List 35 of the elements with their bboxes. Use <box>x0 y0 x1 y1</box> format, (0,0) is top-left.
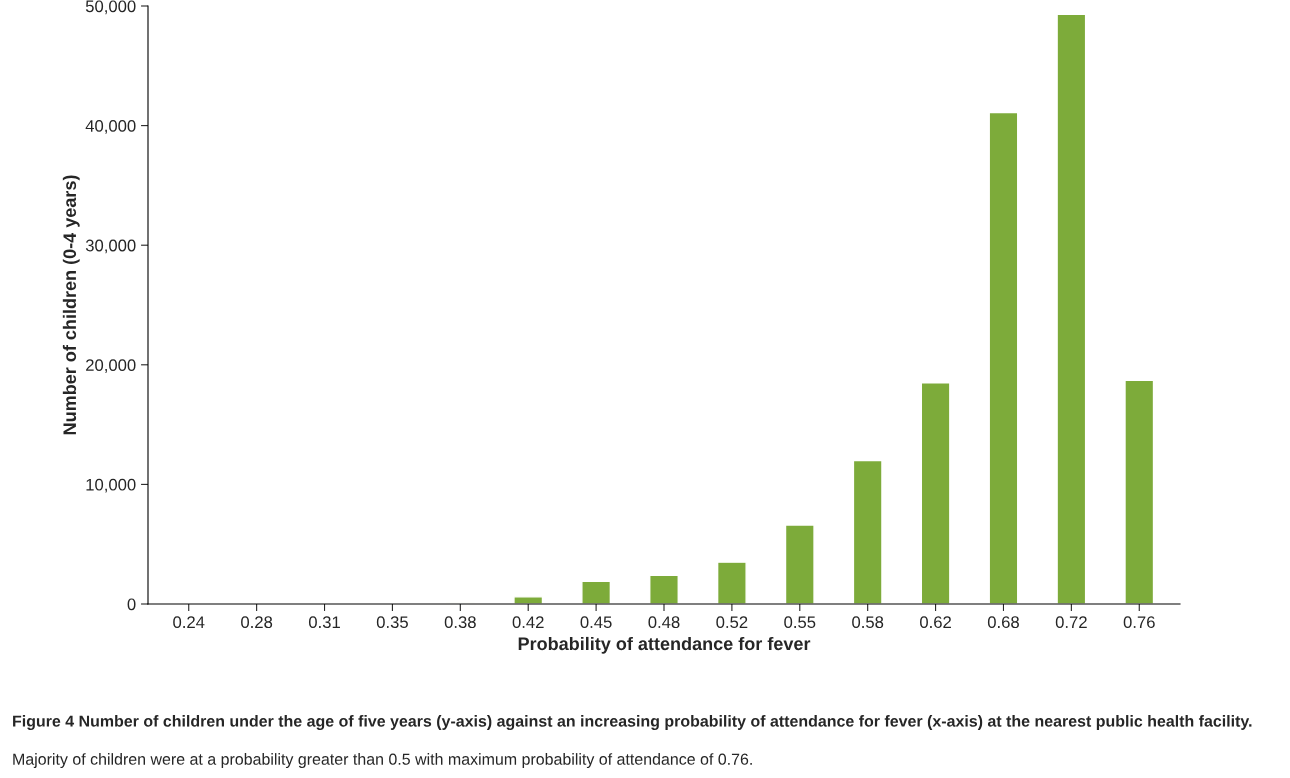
x-tick-label: 0.52 <box>716 616 748 629</box>
x-axis-title: Probability of attendance for fever <box>518 636 811 654</box>
bar <box>988 111 1019 604</box>
y-tick-label: 30,000 <box>85 239 136 254</box>
x-tick-label: 0.42 <box>512 616 544 629</box>
y-tick-label: 40,000 <box>85 120 136 134</box>
x-tick-label: 0.45 <box>580 616 612 629</box>
bar <box>716 561 747 604</box>
bar <box>920 382 951 604</box>
y-tick-label: 20,000 <box>86 359 136 373</box>
y-axis-title: Number of children (0-4 years) <box>62 175 80 435</box>
bar <box>1056 13 1087 604</box>
bar <box>581 580 612 604</box>
bar <box>649 574 679 604</box>
x-tick-label: 0.48 <box>648 616 680 629</box>
x-tick-label: 0.55 <box>784 616 816 629</box>
x-tick-label: 0.72 <box>1055 616 1087 629</box>
bar <box>784 524 815 604</box>
x-tick-label: 0.62 <box>920 616 951 629</box>
bar <box>852 459 883 604</box>
x-tick-label: 0.38 <box>444 616 476 629</box>
x-tick-label: 0.58 <box>852 616 884 629</box>
x-tick-label: 0.68 <box>987 616 1019 629</box>
x-tick-label: 0.76 <box>1123 616 1155 629</box>
y-tick-label: 50,000 <box>85 0 136 15</box>
y-tick-label: 10,000 <box>86 478 136 493</box>
x-tick-label: 0.28 <box>241 616 273 629</box>
y-tick-label: 0 <box>127 598 136 611</box>
x-tick-label: 0.24 <box>173 616 205 629</box>
bar <box>1124 379 1155 604</box>
x-tick-label: 0.35 <box>376 616 408 629</box>
bar <box>513 596 544 604</box>
caption: Figure 4 Number of children under the age of five years (y-axis) against an increasing probability of attendance for fever (x-axis) at the nearest public health facility. <box>13 715 1252 730</box>
x-tick-label: 0.31 <box>308 616 340 629</box>
text: Majority of children were at a probability greater than 0.5 with maximum probability of attendance of 0.76. <box>13 753 752 768</box>
